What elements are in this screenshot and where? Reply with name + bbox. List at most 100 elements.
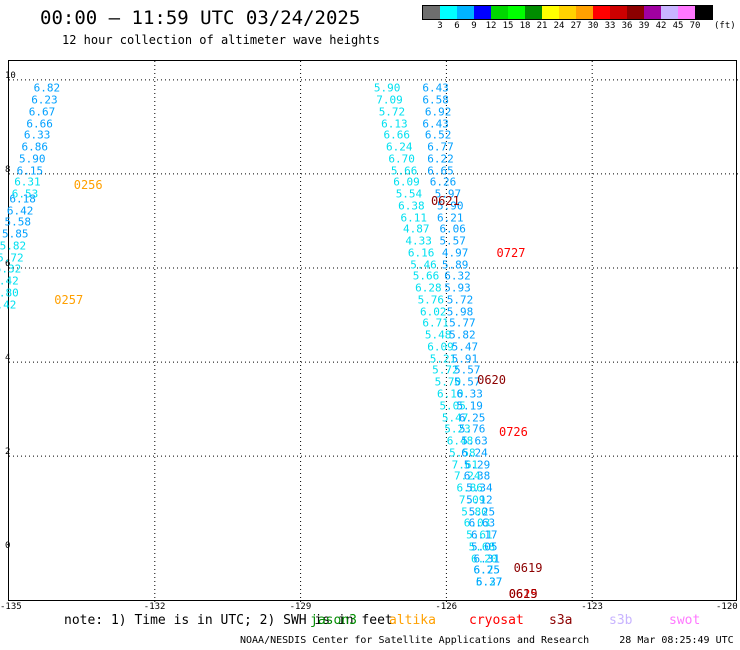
wave-height-value: 5.82: [449, 328, 476, 342]
color-scale-label: 27: [570, 21, 582, 31]
wave-height-value: 5.63: [461, 434, 488, 448]
color-scale: [422, 5, 713, 20]
satellite-legend-altika: altika: [389, 613, 436, 628]
wave-height-value: 5.90: [373, 81, 401, 95]
generated-timestamp: 28 Mar 08:25:49 UTC 2025: [619, 635, 740, 646]
wave-height-value: 5.93: [444, 281, 471, 295]
wave-height-value: 6.92: [424, 105, 452, 119]
wave-height-value: 5.19: [456, 399, 483, 413]
wave-height-value: 6.22: [427, 152, 454, 166]
wave-height-value: 5.90: [19, 152, 46, 166]
wave-height-value: 5.46: [410, 258, 437, 272]
wave-height-value: 6.66: [383, 128, 411, 142]
wave-height-value: 6.16: [407, 246, 435, 260]
wave-height-value: 5.48: [424, 328, 452, 342]
wave-height-value: 6.11: [400, 211, 428, 225]
longitude-tick-label: -120: [716, 602, 738, 612]
wave-height-value: 5.72: [0, 251, 24, 265]
wave-height-value: 5.70: [434, 375, 462, 389]
wave-height-value: 7.24: [454, 469, 481, 483]
wave-height-value: 6.71: [422, 316, 449, 330]
wave-height-value: 5.61: [466, 528, 493, 542]
wave-height-value: 5.80: [461, 505, 488, 519]
wave-height-value: 5.47: [441, 411, 469, 425]
color-scale-swatch: [610, 6, 627, 19]
wave-height-value: 7.09: [458, 493, 486, 507]
color-scale-swatch: [661, 6, 678, 19]
color-scale-swatch: [474, 6, 491, 19]
wave-height-value: 6.17: [471, 528, 498, 542]
wave-height-value: 6.75: [473, 563, 500, 577]
units-note: note: 1) Time is in UTC; 2) SWH is in fe…: [64, 613, 393, 628]
color-scale-label: 39: [638, 21, 650, 31]
wave-height-value: 5.66: [390, 164, 418, 178]
color-scale-label: 33: [604, 21, 616, 31]
wave-height-value: 5.21: [429, 352, 457, 366]
wave-height-value: 5.42: [0, 298, 17, 312]
wave-height-value: 7.61: [451, 458, 479, 472]
wave-height-value: 5.12: [466, 493, 493, 507]
map-plot-area: [8, 60, 738, 602]
color-scale-label: 9: [471, 21, 477, 31]
wave-height-value: 6.38: [463, 469, 491, 483]
wave-height-value: 6.23: [31, 93, 58, 107]
map-title: 00:00 – 11:59 UTC 03/24/2025: [40, 7, 361, 29]
wave-height-value: 6.25: [473, 563, 500, 577]
wave-height-value: 6.42: [6, 204, 34, 218]
wave-height-value: 6.09: [427, 340, 454, 354]
credit-text: NOAA/NESDIS Center for Satellite Applica…: [240, 635, 590, 646]
color-scale-swatch: [678, 6, 695, 19]
color-scale-label: 21: [536, 21, 548, 31]
wave-height-value: 5.29: [463, 458, 491, 472]
color-scale-label: 70: [689, 21, 701, 31]
wave-height-value: 6.21: [437, 211, 464, 225]
satellite-legend-s3b: s3b: [609, 613, 633, 628]
color-scale-swatch: [644, 6, 661, 19]
color-scale-label: 12: [485, 21, 497, 31]
wave-height-value: 6.66: [26, 117, 53, 130]
color-scale-label: 24: [553, 21, 565, 31]
wave-height-value: 5.76: [417, 293, 445, 307]
wave-height-value: 6.43: [422, 117, 449, 130]
color-scale-swatch: [525, 6, 542, 19]
wave-height-value: 5.57: [454, 363, 481, 377]
pass-time-label: 0726: [498, 424, 528, 439]
wave-height-value: 6.32: [444, 269, 471, 283]
wave-height-value: 5.58: [4, 215, 31, 229]
wave-height-value: 6.03: [463, 516, 491, 530]
satellite-legend-s3a: s3a: [549, 613, 573, 628]
wave-height-value: 5.80: [0, 286, 19, 300]
wave-height-value: 6.70: [388, 152, 415, 166]
wave-height-value: 5.54: [395, 187, 423, 201]
wave-height-value: 5.77: [449, 316, 476, 330]
wave-height-value: 5.90: [437, 199, 464, 213]
wave-height-value: 5.72: [446, 293, 474, 307]
wave-height-value: 6.63: [468, 516, 496, 530]
pass-time-label: 0620: [477, 372, 507, 387]
color-scale-label: 15: [502, 21, 514, 31]
wave-height-value: 5.76: [458, 422, 486, 436]
wave-height-value: 5.25: [468, 505, 496, 519]
wave-height-value: 6.25: [458, 411, 486, 425]
wave-height-value: 6.67: [28, 105, 56, 119]
wave-height-value: 5.72: [432, 363, 459, 377]
wave-height-value: 5.98: [446, 305, 474, 319]
wave-height-value: 6.38: [398, 199, 425, 213]
wave-height-value: 6.28: [415, 281, 442, 295]
wave-height-value: 5.57: [454, 375, 481, 389]
color-scale-swatch: [559, 6, 576, 19]
wave-height-value: 4.87: [402, 222, 430, 236]
color-scale-label: 3: [437, 21, 443, 31]
color-scale-unit: (ft): [714, 21, 736, 31]
wave-height-value: 6.43: [422, 81, 449, 95]
wave-height-value: 5.42: [0, 274, 19, 288]
wave-height-value: 6.13: [381, 117, 408, 130]
wave-height-value: 5.82: [0, 239, 27, 253]
wave-height-value: 5.32: [0, 262, 22, 276]
latitude-tick-label: 6: [5, 258, 11, 269]
wave-height-value: 6.06: [439, 222, 466, 236]
wave-height-value: 5.47: [451, 340, 479, 354]
wave-height-value: 5.57: [439, 234, 466, 248]
wave-height-value: 6.09: [393, 175, 420, 189]
color-scale-swatch: [627, 6, 644, 19]
